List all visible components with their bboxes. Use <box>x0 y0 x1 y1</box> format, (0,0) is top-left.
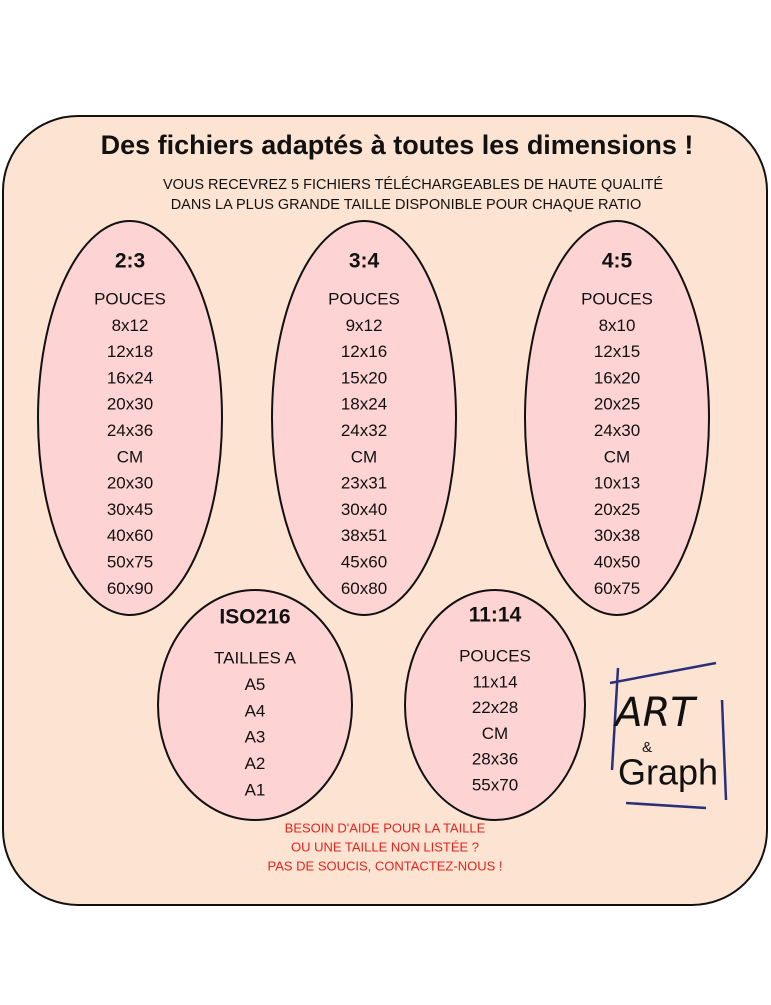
ratio-oval <box>524 220 710 616</box>
size-item: 20x25 <box>594 395 640 414</box>
size-item: 45x60 <box>341 552 387 571</box>
size-item: 30x38 <box>594 526 640 545</box>
size-item: 8x12 <box>112 316 149 335</box>
ratio-oval <box>271 220 457 616</box>
size-item: A2 <box>245 754 266 773</box>
size-item: 9x12 <box>346 316 383 335</box>
unit-label: CM <box>351 447 377 466</box>
size-item: 38x51 <box>341 526 387 545</box>
unit-label: POUCES <box>459 646 531 665</box>
size-item: 16x20 <box>594 368 640 387</box>
size-item: 60x80 <box>341 579 387 598</box>
size-item: 24x36 <box>107 421 153 440</box>
unit-label: CM <box>482 724 508 743</box>
size-item: 12x18 <box>107 342 153 361</box>
size-item: 15x20 <box>341 368 387 387</box>
ratio-heading: 11:14 <box>469 604 522 627</box>
ratio-heading: ISO216 <box>219 606 290 629</box>
size-item: 18x24 <box>341 395 387 414</box>
size-item: 40x50 <box>594 552 640 571</box>
ratio-heading: 2:3 <box>115 250 145 273</box>
unit-label: POUCES <box>328 289 400 308</box>
logo-frame <box>609 661 728 810</box>
unit-label: POUCES <box>581 289 653 308</box>
size-item: A1 <box>245 780 266 799</box>
ratio-heading: 4:5 <box>602 250 633 273</box>
size-item: 20x25 <box>594 500 640 519</box>
size-item: 22x28 <box>472 698 518 717</box>
size-item: 28x36 <box>472 750 518 769</box>
ratio-oval <box>157 589 353 821</box>
logo-art: ART <box>612 690 698 736</box>
unit-label: CM <box>117 447 143 466</box>
size-item: 20x30 <box>107 395 153 414</box>
title: Des fichiers adaptés à toutes les dimens… <box>101 130 694 160</box>
unit-label: POUCES <box>94 289 166 308</box>
size-item: 60x75 <box>594 579 640 598</box>
size-item: 12x15 <box>594 342 640 361</box>
ratio-heading: 3:4 <box>349 250 380 273</box>
help-line: OU UNE TAILLE NON LISTÉE ? <box>291 839 479 854</box>
unit-label: CM <box>604 447 630 466</box>
size-item: A5 <box>245 675 266 694</box>
size-item: 40x60 <box>107 526 153 545</box>
size-item: 12x16 <box>341 342 387 361</box>
ratio-oval <box>404 589 586 821</box>
logo-amp: & <box>642 739 652 756</box>
unit-label: TAILLES A <box>214 648 297 667</box>
size-item: 30x45 <box>107 500 153 519</box>
size-item: 24x30 <box>594 421 640 440</box>
size-item: 55x70 <box>472 775 518 794</box>
size-item: 50x75 <box>107 552 153 571</box>
ratio-groups: 2:3 POUCES 8x12 12x18 16x24 20x30 24x36 CM 20x30… <box>37 220 710 821</box>
logo: ART & Graph <box>609 661 728 810</box>
size-item: 8x10 <box>599 316 636 335</box>
ratio-oval <box>37 220 223 616</box>
size-item: 16x24 <box>107 368 153 387</box>
size-item: 24x32 <box>341 421 387 440</box>
size-item: 30x40 <box>341 500 387 519</box>
size-item: A4 <box>245 701 266 720</box>
size-item: A3 <box>245 728 266 747</box>
subtitle-line: VOUS RECEVREZ 5 FICHIERS TÉLÉCHARGEABLES… <box>163 176 663 193</box>
help-line: PAS DE SOUCIS, CONTACTEZ-NOUS ! <box>268 858 503 873</box>
help-line: BESOIN D'AIDE POUR LA TAILLE <box>285 820 486 835</box>
size-item: 11x14 <box>472 672 517 691</box>
logo-graph: Graph <box>618 752 718 793</box>
size-item: 23x31 <box>341 474 387 493</box>
size-item: 10x13 <box>594 474 640 493</box>
size-item: 20x30 <box>107 474 153 493</box>
subtitle-line: DANS LA PLUS GRANDE TAILLE DISPONIBLE PO… <box>171 197 642 213</box>
size-item: 60x90 <box>107 579 153 598</box>
